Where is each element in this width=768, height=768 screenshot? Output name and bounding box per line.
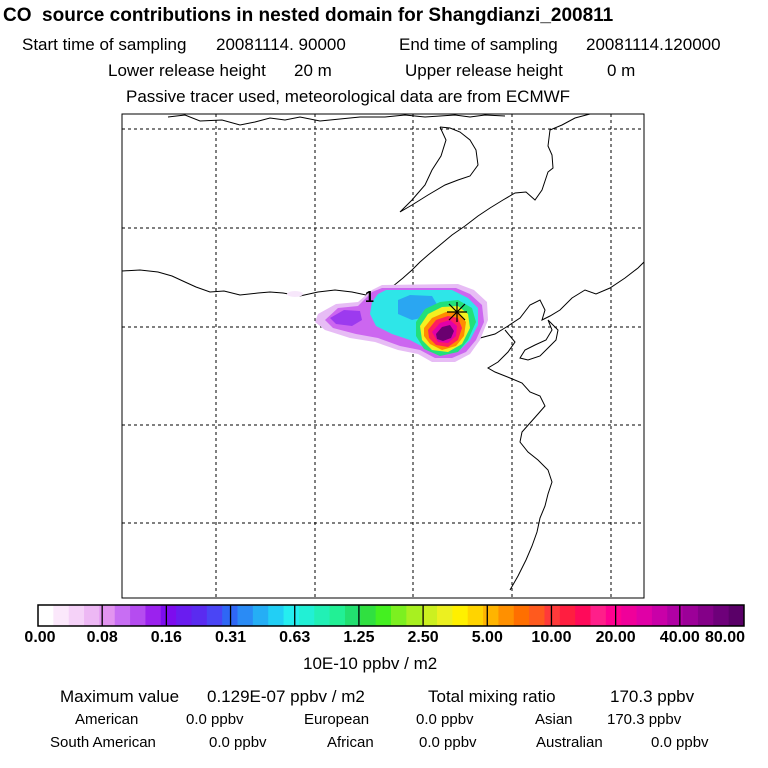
region-european-label: European: [304, 711, 370, 728]
colorbar-cell: [452, 605, 469, 626]
colorbar-cell: [682, 605, 699, 626]
colorbar-cell: [697, 605, 714, 626]
colorbar-cell: [68, 605, 85, 626]
colorbar-cell: [252, 605, 269, 626]
colorbar-cell: [651, 605, 668, 626]
plume-fringe-west: [287, 291, 303, 297]
colorbar-cell: [667, 605, 684, 626]
colorbar-cell: [467, 605, 484, 626]
colorbar-tick-label: 80.00: [704, 629, 746, 646]
lower-height-label: Lower release height: [108, 61, 266, 80]
colorbar-frame: [37, 604, 745, 627]
colorbar-cell: [206, 605, 223, 626]
colorbar-tick-marks: [101, 605, 681, 626]
colorbar-cell: [160, 605, 177, 626]
tracer-note: Passive tracer used, meteorological data…: [126, 87, 571, 106]
colorbar-cell: [53, 605, 70, 626]
colorbar-tick-label: 0.08: [86, 629, 118, 646]
upper-height-label: Upper release height: [405, 61, 563, 80]
colorbar-cells: [38, 605, 745, 626]
colorbar-cell: [130, 605, 146, 626]
colorbar-tick-label: 1.25: [343, 629, 375, 646]
plume-peak: [436, 325, 454, 341]
colorbar-cell: [544, 605, 561, 626]
colorbar-cell: [391, 605, 407, 626]
colorbar-cell: [38, 605, 54, 626]
colorbar-cell: [176, 605, 192, 626]
boundary-lines: [122, 114, 644, 591]
region-australian-value: 0.0 ppbv: [651, 734, 709, 751]
colorbar-cell: [559, 605, 576, 626]
colorbar-tick-label: 0.31: [214, 629, 247, 646]
colorbar-tick-label: 0.00: [24, 629, 56, 646]
colorbar-cell: [406, 605, 423, 626]
colorbar-cell: [329, 605, 346, 626]
colorbar-cell: [99, 605, 116, 626]
receptor-label: 1: [365, 289, 374, 306]
region-asian-value: 170.3 ppbv: [607, 711, 682, 728]
upper-height-value: 0 m: [607, 61, 636, 80]
colorbar-cell: [513, 605, 530, 626]
colorbar-cell: [590, 605, 607, 626]
colorbar-tick-label: 40.00: [659, 629, 700, 646]
colorbar-cell: [314, 605, 331, 626]
colorbar-cell: [283, 605, 300, 626]
colorbar-cell: [360, 605, 377, 626]
colorbar-cell: [191, 605, 208, 626]
colorbar-tick-label: 10.00: [531, 629, 572, 646]
colorbar-cell: [298, 605, 315, 626]
region-south-american-value: 0.0 ppbv: [209, 734, 267, 751]
colorbar-cell: [575, 605, 591, 626]
total-mixing-label: Total mixing ratio: [428, 687, 556, 706]
start-time-label: Start time of sampling: [22, 35, 187, 54]
colorbar-cell: [529, 605, 545, 626]
colorbar-cell: [84, 605, 100, 626]
colorbar-cell: [437, 605, 453, 626]
region-african-value: 0.0 ppbv: [419, 734, 477, 751]
start-time-value: 20081114. 90000: [216, 35, 346, 54]
colorbar-cell: [114, 605, 131, 626]
region-european-value: 0.0 ppbv: [416, 711, 474, 728]
colorbar-tick-label: 20.00: [595, 629, 636, 646]
map-title: CO source contributions in nested domain…: [3, 5, 614, 26]
map-frame: [121, 113, 645, 599]
colorbar-cell: [498, 605, 515, 626]
max-value: 0.129E-07 ppbv / m2: [207, 687, 365, 706]
region-asian-label: Asian: [535, 711, 573, 728]
colorbar-cell: [605, 605, 622, 626]
region-american-label: American: [75, 711, 139, 728]
end-time-label: End time of sampling: [399, 35, 558, 54]
colorbar-cell: [728, 605, 745, 626]
colorbar-cell: [483, 605, 499, 626]
region-australian-label: Australian: [536, 734, 603, 751]
max-value-label: Maximum value: [60, 687, 180, 706]
colorbar-cell: [421, 605, 438, 626]
colorbar-cell: [713, 605, 730, 626]
colorbar-tick-label: 5.00: [471, 629, 503, 646]
cross-marker: [447, 302, 467, 322]
lower-height-value: 20 m: [294, 61, 332, 80]
colorbar-cell: [145, 605, 162, 626]
colorbar-unit: 10E-10 ppbv / m2: [303, 654, 438, 673]
colorbar-cell: [375, 605, 392, 626]
colorbar-cell: [621, 605, 637, 626]
plume-west-core: [330, 310, 362, 326]
region-south-american-label: South American: [50, 734, 156, 751]
total-mixing-value: 170.3 ppbv: [610, 687, 695, 706]
colorbar-tick-label: 2.50: [407, 629, 439, 646]
region-african-label: African: [327, 734, 374, 751]
colorbar-cell: [237, 605, 254, 626]
colorbar-cell: [268, 605, 284, 626]
colorbar-cell: [636, 605, 653, 626]
region-american-value: 0.0 ppbv: [186, 711, 244, 728]
colorbar-tick-label: 0.63: [279, 629, 311, 646]
colorbar-tick-label: 0.16: [150, 629, 182, 646]
end-time-value: 20081114.120000: [586, 35, 721, 54]
colorbar-cell: [344, 605, 361, 626]
